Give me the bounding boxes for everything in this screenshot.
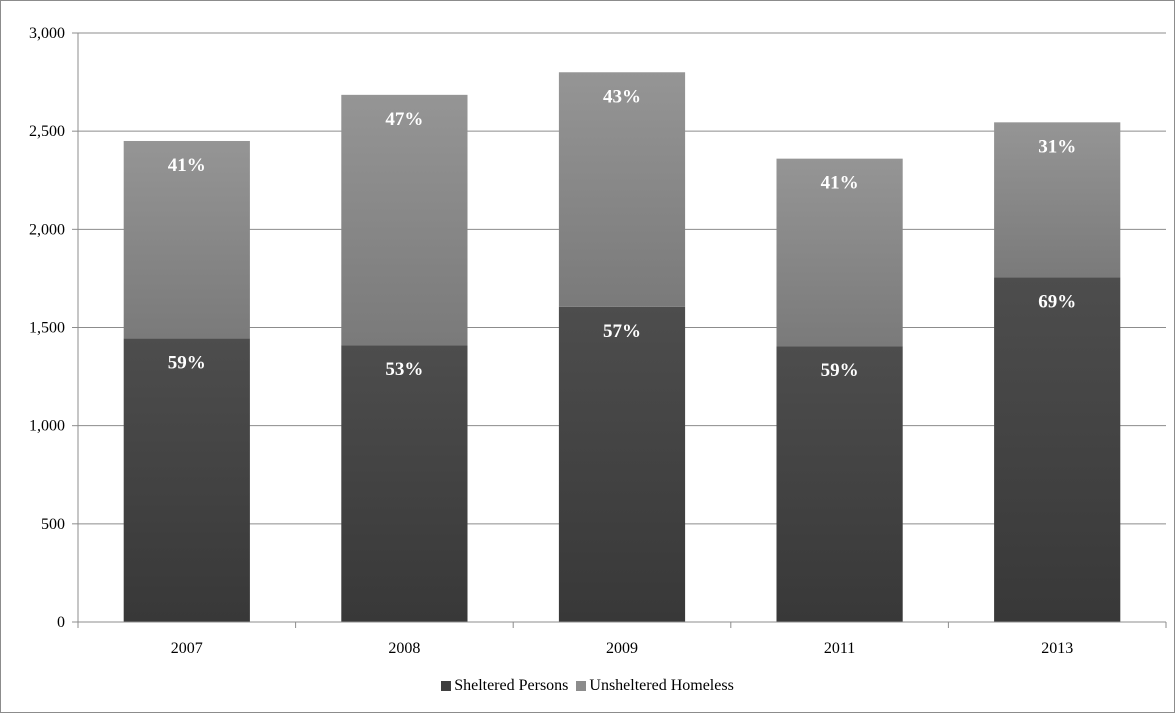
bar-segment-sheltered [776,346,903,622]
data-label: 43% [603,86,641,107]
legend-item-sheltered: Sheltered Persons [441,677,568,695]
bars [123,72,1121,622]
legend-item-unsheltered: Unsheltered Homeless [576,677,734,695]
data-label: 57% [603,321,641,342]
bar-segment-unsheltered [341,94,468,346]
y-tick-label: 2,500 [29,123,65,140]
gridlines [78,32,1166,525]
data-label: 31% [1038,136,1076,157]
legend-swatch-sheltered [441,681,452,691]
bar-segment-unsheltered [776,158,903,347]
data-label: 59% [168,352,206,373]
x-tick-label: 2007 [171,640,203,657]
axes: 0 500 1,000 1,500 2,000 2,500 3,000 2007 2008 200… [29,25,1167,657]
y-tick-label: 0 [57,614,65,631]
data-label: 41% [168,155,206,176]
legend-swatch-unsheltered [576,681,587,691]
bar-segment-unsheltered [994,122,1121,278]
data-label: 41% [821,173,859,194]
x-tick-label: 2011 [824,640,855,657]
y-tick-label: 1,000 [29,418,65,435]
bar-segment-unsheltered [123,140,250,339]
bar-segment-sheltered [341,345,468,622]
bar-segment-sheltered [558,306,686,622]
bar-segment-sheltered [123,338,250,622]
y-tick-label: 1,500 [29,320,65,337]
legend-label-unsheltered: Unsheltered Homeless [589,677,734,694]
data-labels: 59% 41% 53% 47% 57% 43% 59% 41% 69% 31% [168,86,1076,381]
y-tick-label: 3,000 [29,25,65,42]
data-label: 69% [1038,291,1076,312]
y-tick-label: 500 [41,516,65,533]
data-label: 53% [385,359,423,380]
bar-segment-unsheltered [558,72,686,307]
data-label: 59% [821,360,859,381]
legend: Sheltered Persons Unsheltered Homeless [0,677,1175,695]
x-tick-label: 2009 [606,640,638,657]
data-label: 47% [385,109,423,130]
bar-segment-sheltered [994,277,1121,622]
x-tick-label: 2013 [1041,640,1073,657]
legend-label-sheltered: Sheltered Persons [454,677,569,694]
y-tick-label: 2,000 [29,221,65,238]
x-tick-label: 2008 [388,640,420,657]
